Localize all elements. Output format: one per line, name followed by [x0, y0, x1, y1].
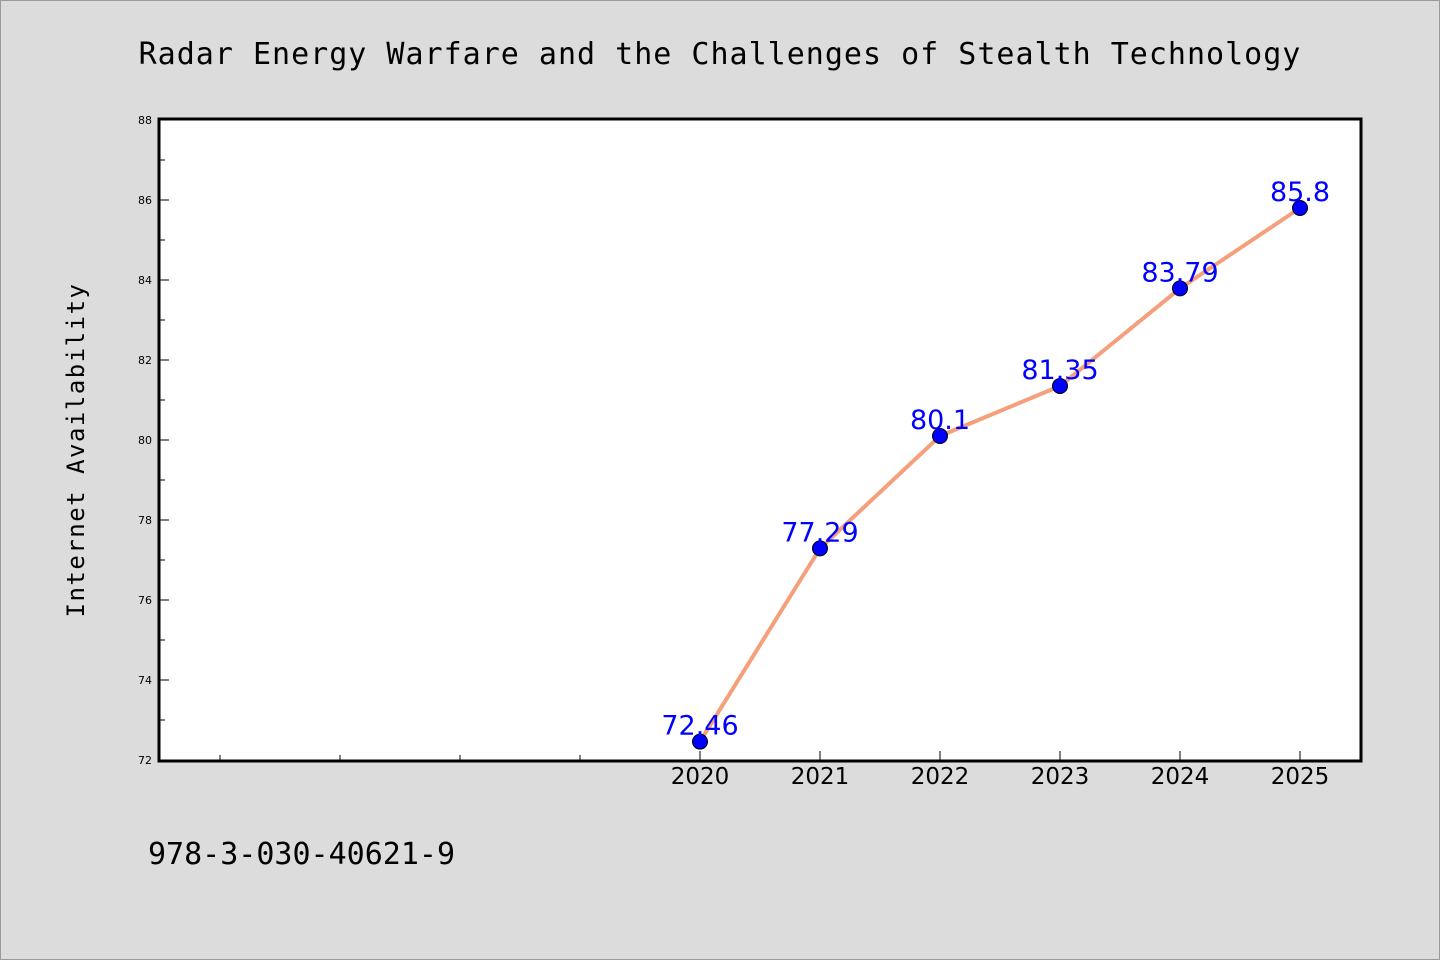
x-tick-label: 2022 — [911, 764, 970, 790]
data-label: 80.1 — [910, 405, 970, 436]
series-line-group — [698, 206, 1302, 744]
data-point — [932, 428, 948, 444]
plot-area — [157, 117, 1363, 763]
data-point — [812, 540, 828, 557]
x-tick-label: 2024 — [1151, 764, 1210, 790]
data-point — [1292, 200, 1308, 216]
y-tick-label: 84 — [138, 274, 152, 287]
y-tick-label: 72 — [138, 754, 152, 767]
x-axis-ticks: 2020 2021 2022 2023 2024 2025 — [219, 751, 1330, 790]
y-tick-label: 88 — [138, 114, 152, 127]
y-tick-label: 74 — [138, 674, 152, 687]
data-label: 72.46 — [661, 711, 738, 742]
data-points — [692, 200, 1308, 750]
y-tick-label: 86 — [138, 194, 152, 207]
y-tick-label: 80 — [138, 434, 152, 447]
data-label: 77.29 — [781, 517, 858, 548]
x-tick-label: 2025 — [1271, 764, 1330, 790]
data-label: 85.8 — [1270, 177, 1330, 208]
x-tick-label: 2020 — [671, 764, 730, 790]
data-point — [692, 733, 708, 750]
data-labels: 72.46 77.29 80.1 81.35 83.79 85.8 — [661, 177, 1330, 742]
x-tick-label: 2021 — [791, 764, 850, 790]
footer-isbn: 978-3-030-40621-9 — [148, 837, 455, 872]
y-tick-label: 76 — [138, 594, 152, 607]
data-label: 83.79 — [1141, 257, 1218, 288]
data-point — [1052, 378, 1068, 394]
y-tick-label: 82 — [138, 354, 152, 367]
series-line — [698, 206, 1302, 744]
y-axis-ticks: 72 74 76 78 80 82 84 86 88 — [138, 114, 169, 767]
data-point — [1172, 280, 1188, 297]
x-tick-label: 2023 — [1031, 764, 1090, 790]
y-tick-label: 78 — [138, 514, 152, 527]
data-label: 81.35 — [1021, 355, 1098, 386]
chart-title: Radar Energy Warfare and the Challenges … — [139, 37, 1302, 72]
y-axis-label: Internet Availability — [62, 283, 90, 618]
